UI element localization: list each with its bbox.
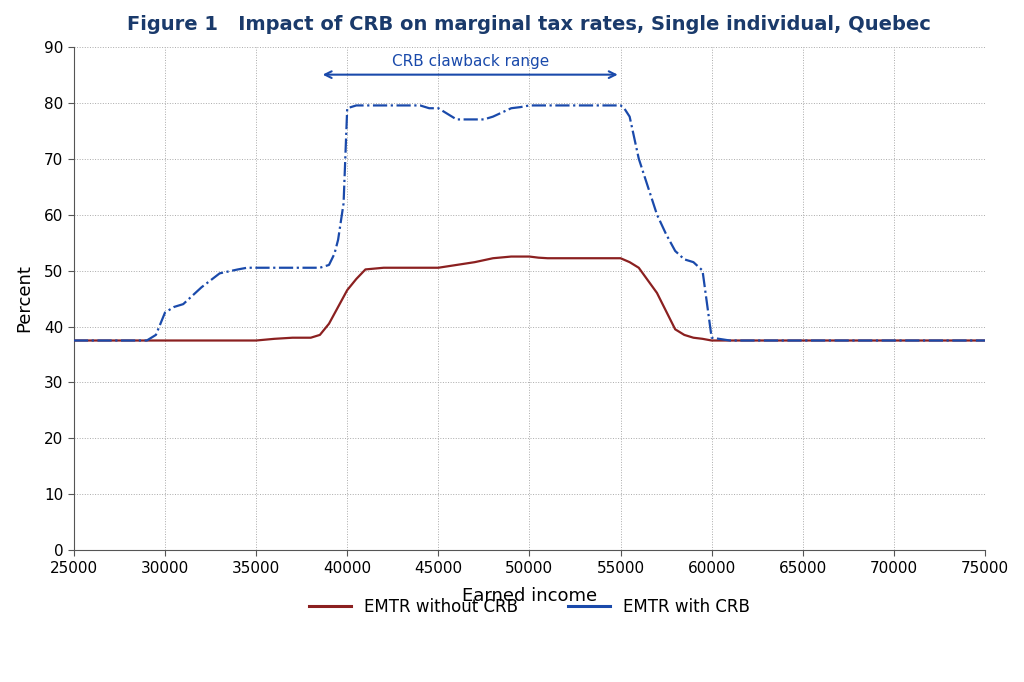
- Legend: EMTR without CRB, EMTR with CRB: EMTR without CRB, EMTR with CRB: [302, 591, 757, 623]
- Y-axis label: Percent: Percent: [15, 265, 33, 332]
- Text: CRB clawback range: CRB clawback range: [391, 54, 549, 69]
- Title: Figure 1   Impact of CRB on marginal tax rates, Single individual, Quebec: Figure 1 Impact of CRB on marginal tax r…: [127, 15, 932, 34]
- X-axis label: Earned income: Earned income: [462, 587, 597, 605]
